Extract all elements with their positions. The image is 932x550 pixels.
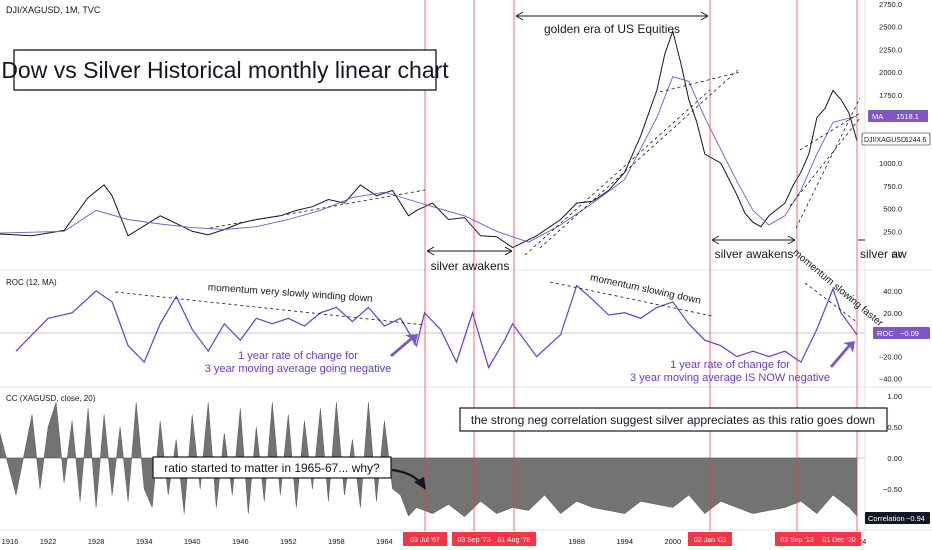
ma-line [0,76,858,243]
ma-tag [868,110,928,122]
time-tick-label: 2000 [664,537,681,546]
symbol-label[interactable]: DJI/XAGUSD, 1M, TVC [6,5,101,15]
cc-axis[interactable]: 1.00 0.50 0.00 −0.50 [883,392,902,494]
ma-tag-label: MA [872,112,883,121]
roc-tag [873,327,930,339]
roc-annotation-1: momentum very slowly winding down [207,282,372,304]
trend-line [659,71,741,93]
golden-era-label: golden era of US Equities [544,22,680,36]
price-tick-label: 2500.0 [879,23,902,32]
time-tick-label: 1952 [280,537,297,546]
roc-note-1b: 3 year moving average going negative [205,363,392,375]
cc-tick-label: 1.00 [887,392,902,401]
event-date-tag [688,532,732,546]
time-tick-label: 1946 [232,537,249,546]
roc-note-2b: 3 year moving average IS NOW negative [630,372,830,384]
time-tick-label: 1994 [616,537,633,546]
roc-line [15,284,858,370]
roc-tag-name: ROC [877,329,894,338]
price-line [0,29,858,249]
price-axis[interactable]: 2750.02500.02250.02000.01750.01500.01250… [879,0,902,259]
trend-line [804,282,859,324]
trend-line [539,69,739,249]
roc-title[interactable]: ROC (12, MA) [6,278,57,287]
event-date-label: 01 Dec '20 [822,537,855,544]
time-tick-label: 1934 [136,537,153,546]
price-tag [861,132,931,146]
ratio-note-box [152,456,392,479]
golden-era-arrowheads [515,11,709,21]
price-tick-label: 2750.0 [879,0,902,9]
price-tick-label: 500.0 [883,205,902,214]
event-date-label: 03 Sep '73 [457,537,490,544]
price-tick-label: 1750.0 [879,91,902,100]
silver-awakens-label-1: silver awakens [431,259,510,273]
roc-arrow-icon [830,341,855,368]
price-tag-label: DJI/XAGUSD [864,137,906,144]
cc-title[interactable]: CC (XAGUSD, close, 20) [6,394,96,403]
event-date-tag [775,532,819,546]
roc-tick-label: −20.00 [879,353,902,362]
event-date-label: 02 Jan '03 [694,537,726,544]
roc-tag-value: −0.09 [900,329,919,338]
event-date-label: 01 Aug '78 [498,537,531,544]
ma-tag-value: 1518.1 [896,112,919,121]
event-date-tag [403,532,447,546]
price-tick-label: 250.0 [883,227,902,236]
trend-lines [114,69,861,326]
correlation-note: the strong neg correlation suggest silve… [471,413,875,427]
event-date-label: 03 Jul '67 [410,537,440,544]
correlation-tag-value: −0.94 [906,514,925,523]
event-date-tag [492,532,536,546]
arrowheads [426,246,513,256]
correlation-tag-name: Correlation [868,514,905,523]
trend-line [524,89,711,256]
silver-awakens-label-3: silver aw [860,247,907,261]
price-series [0,29,858,249]
ratio-arrowhead [414,477,426,490]
event-date-tags: 03 Jul '67 03 Sep '73 01 Aug '78 02 Jan '03… [403,532,861,546]
correlation-fill [0,402,858,518]
time-tick-label: 1940 [184,537,201,546]
cc-tick-label: −0.50 [883,485,902,494]
roc-series [15,284,858,370]
time-tick-label: 1922 [40,537,57,546]
price-tick-label: 1000.0 [879,159,902,168]
time-tick-label: 1958 [328,537,345,546]
ratio-note: ratio started to matter in 1965-67... wh… [164,461,380,475]
event-date-label: 03 Sep '13 [780,537,813,544]
correlation-note-box [459,407,888,432]
chart-title: Dow vs Silver Historical monthly linear … [1,57,449,83]
roc-note-2a: 1 year rate of change for [670,359,790,371]
event-date-tag [817,532,861,546]
cc-tick-label: 0.00 [887,454,902,463]
time-tick-label: 1928 [88,537,105,546]
roc-arrow-icon [390,334,418,357]
arrowheads [711,235,796,245]
time-tick-label: 1964 [376,537,393,546]
price-tag-value: 1244.6 [905,137,927,144]
roc-annotation-2: momentum slowing down [589,272,702,306]
cc-tick-label: 0.50 [887,423,902,432]
roc-note-1a: 1 year rate of change for [238,350,358,362]
time-tick-label: 1988 [568,537,585,546]
event-date-tag [452,532,496,546]
roc-tick-label: 20.00 [883,309,902,318]
silver-awakens-label-2: silver awakens [715,247,794,261]
correlation-area [0,402,858,518]
price-tick-label: 2000.0 [879,68,902,77]
price-tick-label: 2250.0 [879,46,902,55]
time-tick-label: 1916 [2,537,19,546]
price-tick-label: 0.0 [892,250,902,259]
roc-tick-label: 40.00 [883,287,902,296]
price-tick-label: 750.0 [883,182,902,191]
title-box [13,49,437,91]
trend-line [209,189,426,229]
roc-tick-label: −40.00 [879,375,902,384]
trend-line [114,291,426,326]
trend-line [795,97,861,229]
trend-line [789,117,861,207]
correlation-tag [865,512,930,524]
